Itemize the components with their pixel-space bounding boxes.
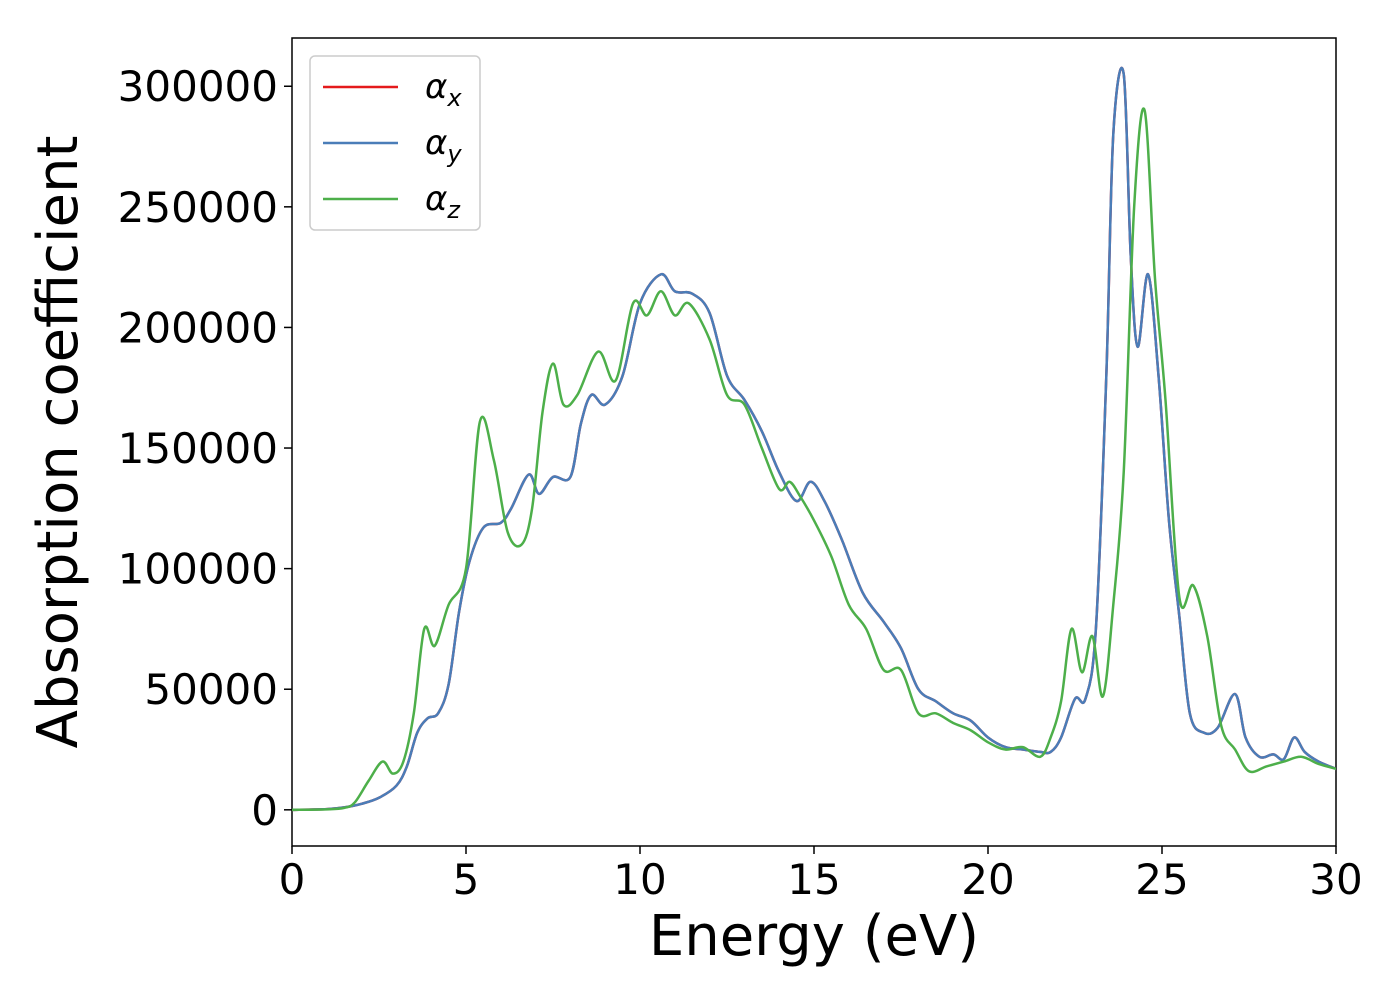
legend-label-x: αx: [425, 67, 462, 112]
series-line-y: [292, 66, 1336, 812]
x-tick-label: 10: [613, 855, 666, 904]
x-tick-label: 20: [961, 855, 1014, 904]
y-tick-label: 150000: [118, 424, 278, 473]
y-tick-label: 300000: [118, 62, 278, 111]
y-tick-label: 50000: [144, 665, 278, 714]
legend-label-y: αy: [425, 123, 462, 168]
y-tick-label: 200000: [118, 303, 278, 352]
y-axis-ticks: 0 50000 100000 150000 200000 250000 300000: [118, 62, 292, 835]
series-layer: [292, 66, 1336, 812]
x-tick-label: 15: [787, 855, 840, 904]
x-tick-label: 0: [279, 855, 306, 904]
y-axis-label: Absorption coefficient: [26, 136, 91, 749]
x-tick-label: 5: [453, 855, 480, 904]
legend: αx αy αz: [309, 55, 481, 231]
x-axis-label: Energy (eV): [649, 904, 979, 969]
legend-items: αx αy αz: [323, 67, 462, 224]
y-tick-label: 100000: [118, 545, 278, 594]
x-axis-ticks: 0 5 10 15 20 25 30: [279, 846, 1363, 904]
legend-label-z: αz: [425, 179, 461, 224]
x-tick-label: 30: [1309, 855, 1362, 904]
series-line-z: [292, 107, 1336, 812]
y-tick-label: 0: [251, 786, 278, 835]
x-tick-label: 25: [1135, 855, 1188, 904]
y-tick-label: 250000: [118, 183, 278, 232]
